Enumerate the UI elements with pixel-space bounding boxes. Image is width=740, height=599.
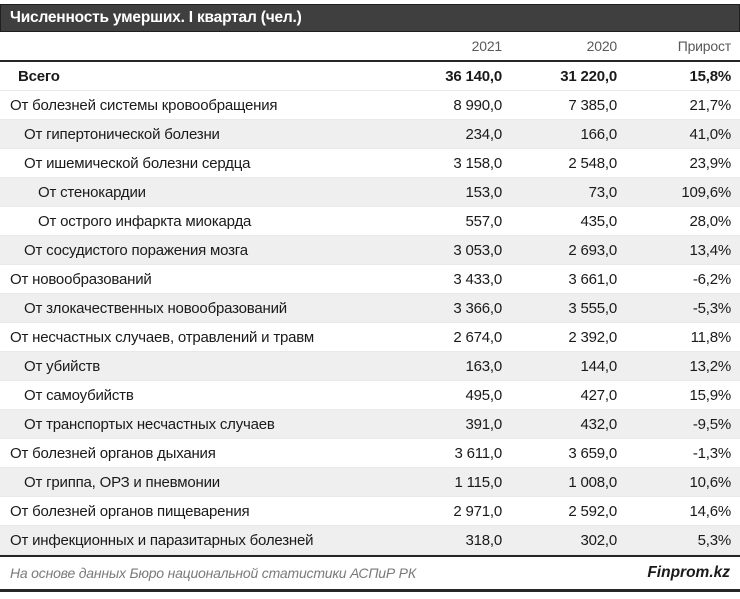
row-cause-label: От болезней органов дыхания (10, 444, 216, 462)
row-cause-label: От транспортых несчастных случаев (24, 415, 275, 433)
row-value-2020: 2 548,0 (568, 154, 617, 172)
row-cause-label: От самоубийств (24, 386, 134, 404)
row-growth-percent: 109,6% (681, 183, 731, 201)
row-value-2021: 3 053,0 (453, 241, 502, 259)
row-value-2021: 557,0 (465, 212, 502, 230)
table-row: От инфекционных и паразитарных болезней … (0, 526, 740, 555)
table-row: От убийств 163,0 144,0 13,2% (0, 352, 740, 381)
table-footer: На основе данных Бюро национальной стати… (0, 555, 740, 592)
data-source-note: На основе данных Бюро национальной стати… (10, 565, 416, 581)
table-title-bar: Численность умерших. I квартал (чел.) (0, 4, 740, 32)
row-value-2021: 163,0 (465, 357, 502, 375)
table-row: Всего 36 140,0 31 220,0 15,8% (0, 62, 740, 91)
table-row: От несчастных случаев, отравлений и трав… (0, 323, 740, 352)
table-row: От гипертонической болезни 234,0 166,0 4… (0, 120, 740, 149)
table-row: От болезней органов дыхания 3 611,0 3 65… (0, 439, 740, 468)
column-header-growth: Прирост (677, 38, 731, 54)
row-value-2021: 2 674,0 (453, 328, 502, 346)
row-cause-label: От болезней органов пищеварения (10, 502, 250, 520)
row-growth-percent: 5,3% (697, 531, 732, 549)
row-value-2020: 3 661,0 (568, 270, 617, 288)
row-cause-label: От новообразований (10, 270, 152, 288)
row-value-2020: 3 555,0 (568, 299, 617, 317)
row-value-2021: 318,0 (465, 531, 502, 549)
row-value-2021: 3 611,0 (454, 444, 502, 462)
row-cause-label: От гриппа, ОРЗ и пневмонии (24, 473, 220, 491)
row-cause-label: От сосудистого поражения мозга (24, 241, 248, 259)
table-row: От новообразований 3 433,0 3 661,0 -6,2% (0, 265, 740, 294)
row-value-2021: 3 158,0 (453, 154, 502, 172)
finprom-brand: Finprom.kz (647, 564, 730, 581)
table-title: Численность умерших. I квартал (чел.) (10, 9, 302, 26)
table-row: От сосудистого поражения мозга 3 053,0 2… (0, 236, 740, 265)
row-growth-percent: 10,6% (689, 473, 731, 491)
row-value-2020: 7 385,0 (568, 96, 617, 114)
row-value-2020: 166,0 (580, 125, 617, 143)
row-value-2020: 2 592,0 (568, 502, 617, 520)
table-body: Всего 36 140,0 31 220,0 15,8% От болезне… (0, 62, 740, 555)
row-growth-percent: 23,9% (689, 154, 731, 172)
row-cause-label: От болезней системы кровообращения (10, 96, 278, 114)
column-header-2020: 2020 (586, 38, 618, 54)
table-row: От злокачественных новообразований 3 366… (0, 294, 740, 323)
table-row: От болезней органов пищеварения 2 971,0 … (0, 497, 740, 526)
column-header-2021: 2021 (471, 38, 503, 54)
row-value-2021: 8 990,0 (453, 96, 502, 114)
row-growth-percent: 13,4% (689, 241, 731, 259)
row-growth-percent: 21,7% (689, 96, 731, 114)
row-value-2021: 153,0 (465, 183, 502, 201)
row-value-2021: 391,0 (465, 415, 502, 433)
row-value-2021: 234,0 (465, 125, 502, 143)
table-row: От стенокардии 153,0 73,0 109,6% (0, 178, 740, 207)
row-value-2021: 495,0 (465, 386, 502, 404)
table-row: От гриппа, ОРЗ и пневмонии 1 115,0 1 008… (0, 468, 740, 497)
table-row: От острого инфаркта миокарда 557,0 435,0… (0, 207, 740, 236)
row-cause-label: От инфекционных и паразитарных болезней (10, 531, 314, 549)
table-row: От болезней системы кровообращения 8 990… (0, 91, 740, 120)
row-value-2020: 31 220,0 (560, 67, 617, 85)
row-value-2021: 1 115,0 (454, 473, 502, 491)
table-row: От транспортых несчастных случаев 391,0 … (0, 410, 740, 439)
row-growth-percent: 41,0% (689, 125, 731, 143)
row-value-2020: 427,0 (580, 386, 617, 404)
row-growth-percent: 11,8% (690, 328, 732, 346)
row-value-2020: 2 392,0 (568, 328, 617, 346)
row-value-2020: 1 008,0 (568, 473, 617, 491)
row-cause-label: От злокачественных новообразований (24, 299, 287, 317)
row-cause-label: От стенокардии (38, 183, 146, 201)
table-row: От ишемической болезни сердца 3 158,0 2 … (0, 149, 740, 178)
row-cause-label: От острого инфаркта миокарда (38, 212, 252, 230)
row-cause-label: Всего (18, 67, 60, 85)
row-growth-percent: 28,0% (689, 212, 731, 230)
row-growth-percent: 15,9% (689, 386, 731, 404)
row-cause-label: От несчастных случаев, отравлений и трав… (10, 328, 314, 346)
row-value-2020: 432,0 (580, 415, 617, 433)
row-value-2020: 73,0 (588, 183, 618, 201)
row-value-2021: 36 140,0 (445, 67, 502, 85)
row-value-2020: 302,0 (580, 531, 617, 549)
row-value-2021: 3 433,0 (453, 270, 502, 288)
row-value-2021: 2 971,0 (453, 502, 502, 520)
row-value-2020: 144,0 (580, 357, 617, 375)
row-growth-percent: 13,2% (689, 357, 731, 375)
table-row: От самоубийств 495,0 427,0 15,9% (0, 381, 740, 410)
row-cause-label: От гипертонической болезни (24, 125, 220, 143)
row-growth-percent: -9,5% (692, 415, 731, 433)
column-header-row: 2021 2020 Прирост (0, 32, 740, 62)
row-growth-percent: -1,3% (692, 444, 731, 462)
row-cause-label: От ишемической болезни сердца (24, 154, 251, 172)
row-growth-percent: 15,8% (689, 67, 731, 85)
row-value-2020: 3 659,0 (568, 444, 617, 462)
row-cause-label: От убийств (24, 357, 101, 375)
row-growth-percent: -6,2% (692, 270, 731, 288)
row-growth-percent: -5,3% (692, 299, 731, 317)
row-value-2020: 2 693,0 (568, 241, 617, 259)
row-growth-percent: 14,6% (689, 502, 731, 520)
row-value-2021: 3 366,0 (453, 299, 502, 317)
row-value-2020: 435,0 (580, 212, 617, 230)
